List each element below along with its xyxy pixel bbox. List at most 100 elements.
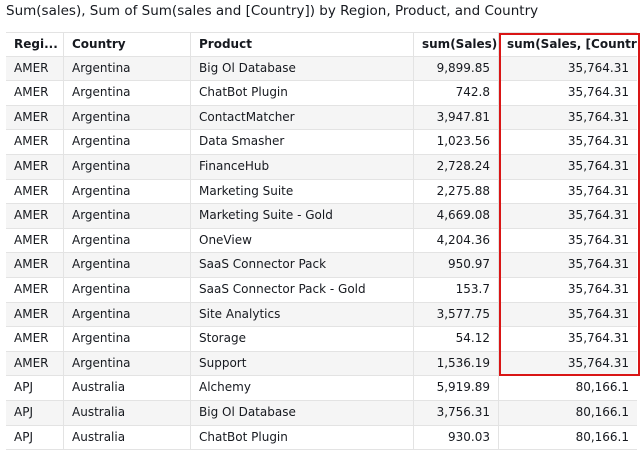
table-cell: Argentina xyxy=(63,105,190,130)
header-cell[interactable]: Country xyxy=(63,33,190,56)
table-cell: Argentina xyxy=(63,56,190,81)
data-table: Regi... Country Product sum(Sales) sum(Sales… xyxy=(6,32,637,458)
table-row: AMER Argentina ChatBot Plugin 742.8 35,764.3… xyxy=(6,81,637,106)
table-cell: 2,728.24 xyxy=(413,155,498,179)
table-cell: Storage xyxy=(190,327,413,351)
table-cell: 35,764.31 xyxy=(498,253,637,277)
table-cell: OneView xyxy=(190,228,413,253)
table-row: APJ Australia ChatBot Plugin 930.03 80,166.1 xyxy=(6,425,637,451)
table-cell: AMER xyxy=(14,109,49,124)
table-cell: AMER xyxy=(14,183,49,198)
table-cell: 35,764.31 xyxy=(498,204,637,228)
table-cell: 35,764.31 xyxy=(498,130,637,154)
table-row: AMER Argentina Storage 54.12 35,764.31 xyxy=(6,327,637,352)
table-cell: 80,166.1 xyxy=(498,425,637,450)
table-row: AMER Argentina Site Analytics 3,577.75 35,76… xyxy=(6,302,637,328)
table-cell: Australia xyxy=(63,425,190,450)
table-cell: Argentina xyxy=(63,81,190,105)
table-cell: Australia xyxy=(63,401,190,425)
table-row: AMER Argentina ContactMatcher 3,947.81 35,76… xyxy=(6,105,637,131)
table-row: APJ Australia Big Ol Database 3,756.31 80,16… xyxy=(6,401,637,426)
table-cell: 5,919.89 xyxy=(413,376,498,400)
table-cell: Argentina xyxy=(63,327,190,351)
table-cell: APJ xyxy=(14,380,33,395)
table-cell: 930.03 xyxy=(413,425,498,450)
table-row: AMER Argentina SaaS Connector Pack 950.97 35… xyxy=(6,253,637,278)
table-row: AMER Argentina OneView 4,204.36 35,764.31 xyxy=(6,228,637,254)
table-row: APJ Australia Alchemy 5,919.89 80,166.1 xyxy=(6,376,637,401)
table-cell: SaaS Connector Pack xyxy=(190,253,413,277)
table-cell: 54.12 xyxy=(413,327,498,351)
table-cell: 153.7 xyxy=(413,278,498,302)
table-cell: 35,764.31 xyxy=(498,351,637,376)
table-cell: 3,947.81 xyxy=(413,105,498,130)
table-cell: Data Smasher xyxy=(190,130,413,154)
table-cell: AMER xyxy=(14,134,49,149)
header-row: Regi... Country Product sum(Sales) sum(Sales… xyxy=(6,32,637,57)
table-cell: Argentina xyxy=(63,278,190,302)
table-row: AMER Argentina Marketing Suite 2,275.88 35,7… xyxy=(6,179,637,205)
table-cell: 35,764.31 xyxy=(498,179,637,204)
table-cell: Argentina xyxy=(63,253,190,277)
table-cell: 4,204.36 xyxy=(413,228,498,253)
table-cell: ChatBot Plugin xyxy=(190,81,413,105)
table-cell: Alchemy xyxy=(190,376,413,400)
table-cell: 35,764.31 xyxy=(498,56,637,81)
table-cell: Argentina xyxy=(63,228,190,253)
table-cell: 3,577.75 xyxy=(413,302,498,327)
table-cell: AMER xyxy=(14,208,49,223)
table-cell: 35,764.31 xyxy=(498,105,637,130)
table-cell: Site Analytics xyxy=(190,302,413,327)
table-cell: AMER xyxy=(14,85,49,100)
table-cell: 80,166.1 xyxy=(498,376,637,400)
table-cell: ChatBot Plugin xyxy=(190,425,413,450)
table-row: AMER Argentina SaaS Connector Pack - Gold 1… xyxy=(6,278,637,303)
table-cell: 80,166.1 xyxy=(498,401,637,425)
table-cell: Marketing Suite - Gold xyxy=(190,204,413,228)
table-cell: AMER xyxy=(14,257,49,272)
header-cell[interactable]: Product xyxy=(190,33,413,56)
table-cell: 742.8 xyxy=(413,81,498,105)
table-cell: Australia xyxy=(63,376,190,400)
header-cell[interactable]: sum(Sales, [Country]) xyxy=(498,33,637,56)
table-row: AMER Argentina Marketing Suite - Gold 4,669… xyxy=(6,204,637,229)
header-cell[interactable]: sum(Sales) xyxy=(413,33,498,56)
table-cell: Argentina xyxy=(63,130,190,154)
table-cell: 35,764.31 xyxy=(498,228,637,253)
table-cell: FinanceHub xyxy=(190,155,413,179)
table-cell: ContactMatcher xyxy=(190,105,413,130)
table-cell: Argentina xyxy=(63,155,190,179)
table-cell: Argentina xyxy=(63,179,190,204)
table-cell: Argentina xyxy=(63,351,190,376)
table-cell: 4,669.08 xyxy=(413,204,498,228)
table-row: AMER Argentina Data Smasher 1,023.56 35,764.… xyxy=(6,130,637,155)
table-row: AMER Argentina Big Ol Database 9,899.85 35,7… xyxy=(6,56,637,82)
header-cell[interactable]: Regi... xyxy=(14,37,58,51)
table-row: AMER Argentina FinanceHub 2,728.24 35,764.31 xyxy=(6,155,637,180)
table-cell: 35,764.31 xyxy=(498,327,637,351)
table-cell: SaaS Connector Pack - Gold xyxy=(190,278,413,302)
table-cell: Support xyxy=(190,351,413,376)
table-cell: APJ xyxy=(14,405,33,419)
table-title: Sum(sales), Sum of Sum(sales and [Countr… xyxy=(6,3,539,19)
table-cell: Argentina xyxy=(63,204,190,228)
table-cell: 1,023.56 xyxy=(413,130,498,154)
table-cell: AMER xyxy=(14,282,49,296)
table-cell: AMER xyxy=(14,232,49,247)
table-cell: 1,536.19 xyxy=(413,351,498,376)
table-cell: Big Ol Database xyxy=(190,56,413,81)
table-cell: Big Ol Database xyxy=(190,401,413,425)
table-cell: AMER xyxy=(14,60,49,75)
table-cell: AMER xyxy=(14,331,49,346)
table-cell: APJ xyxy=(14,429,33,444)
table-cell: AMER xyxy=(14,306,49,321)
table-cell: AMER xyxy=(14,355,49,370)
table-cell: 2,275.88 xyxy=(413,179,498,204)
table-row: AMER Argentina Support 1,536.19 35,764.31 xyxy=(6,351,637,377)
table-cell: AMER xyxy=(14,159,49,173)
table-cell: 35,764.31 xyxy=(498,302,637,327)
table-cell: 35,764.31 xyxy=(498,81,637,105)
table-cell: 9,899.85 xyxy=(413,56,498,81)
table-cell: 3,756.31 xyxy=(413,401,498,425)
